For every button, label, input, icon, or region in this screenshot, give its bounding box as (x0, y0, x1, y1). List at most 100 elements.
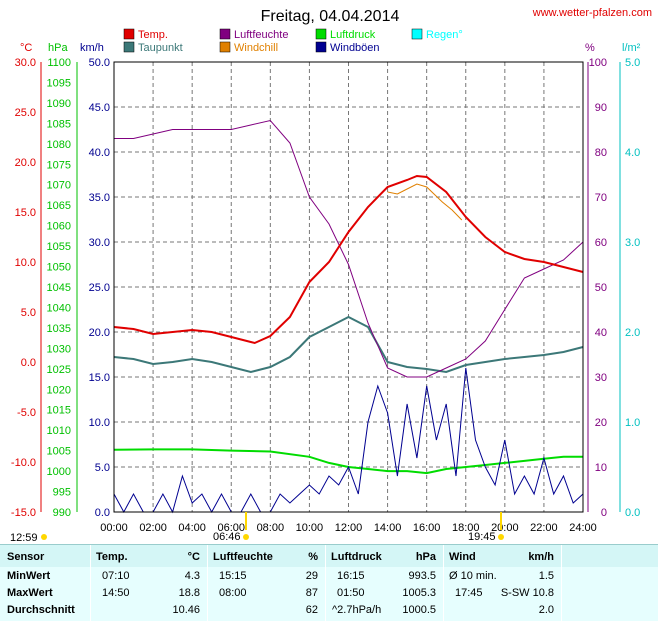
series-windböen (113, 367, 584, 514)
unit-temp: °C (20, 42, 32, 54)
rain-tick: 5.0 (625, 57, 640, 69)
row-pressure-trend: ^2.7hPa/h (332, 604, 382, 616)
rain-tick: 3.0 (625, 237, 640, 249)
row-temp-value: 4.3 (184, 570, 200, 582)
unit-pressure: hPa (48, 42, 68, 54)
pressure-tick: 1060 (47, 221, 71, 233)
rain-tick: 4.0 (625, 147, 640, 159)
col-sep (443, 545, 444, 621)
row-humidity-time: 08:00 (219, 587, 247, 599)
time-tick: 14:00 (374, 522, 402, 534)
time-tick: 18:00 (452, 522, 480, 534)
temp-tick: -10.0 (11, 457, 36, 469)
sunrise-time: 06:46 (213, 531, 241, 543)
row-pressure-time: 16:15 (337, 570, 365, 582)
col-sep (207, 545, 208, 621)
time-tick: 16:00 (413, 522, 441, 534)
wind-tick: 40.0 (89, 147, 110, 159)
time-tick: 10:00 (296, 522, 324, 534)
humidity-tick: 80 (595, 147, 607, 159)
row-pressure-time: 01:50 (337, 587, 365, 599)
humidity-tick: 40 (595, 327, 607, 339)
series-luftdruck (113, 448, 583, 475)
wind-tick: 15.0 (89, 372, 110, 384)
row-humidity-value: 87 (305, 587, 318, 599)
time-tick: 06:00 (217, 522, 245, 534)
pressure-tick: 1085 (47, 118, 71, 130)
weather-chart: Freitag, 04.04.2014 www.wetter-pfalzen.c… (10, 7, 652, 544)
hdr-sensor: Sensor (7, 551, 45, 563)
wind-tick: 25.0 (89, 282, 110, 294)
temp-tick: 0.0 (21, 357, 36, 369)
row-temp-time: 07:10 (102, 570, 130, 582)
humidity-tick: 60 (595, 237, 607, 249)
temp-tick: 30.0 (15, 57, 36, 69)
temp-tick: 10.0 (15, 257, 36, 269)
stats-header-row (0, 545, 658, 567)
site-link[interactable]: www.wetter-pfalzen.com (532, 7, 652, 19)
row-wind-time: Ø 10 min. (449, 570, 497, 582)
humidity-tick: 0 (601, 507, 607, 519)
chart-title: Freitag, 04.04.2014 (261, 8, 400, 25)
legend-label: Windchill (234, 42, 278, 54)
stats-table: Sensor Temp. °C Luftfeuchte % Luftdruck … (0, 544, 658, 621)
row-temp-value: 10.46 (172, 604, 200, 616)
pressure-tick: 1050 (47, 262, 71, 274)
pressure-tick: 1010 (47, 425, 71, 437)
temp-tick: -15.0 (11, 507, 36, 519)
humidity-tick: 90 (595, 102, 607, 114)
temp-tick: -5.0 (17, 407, 36, 419)
col-sep (90, 545, 91, 621)
hdr-temp-unit: °C (187, 551, 200, 563)
pressure-tick: 1090 (47, 98, 71, 110)
axis-labels: 30.0 25.0 20.0 15.0 10.0 5.0 0.0 -5.0 -10.0 -15.0… (11, 57, 640, 534)
time-tick: 02:00 (139, 522, 167, 534)
legend-swatch (123, 28, 135, 40)
row-label: Durchschnitt (7, 604, 75, 616)
humidity-tick: 10 (595, 462, 607, 474)
row-humidity-value: 62 (305, 604, 318, 616)
hdr-wind: Wind (449, 551, 476, 563)
series-taupunkt (113, 315, 584, 374)
row-humidity-value: 29 (305, 570, 318, 582)
row-temp-value: 18.8 (178, 587, 200, 599)
legend-label: Luftfeuchte (234, 29, 288, 41)
series-temp (113, 174, 584, 345)
humidity-tick: 70 (595, 192, 607, 204)
pressure-tick: 1020 (47, 384, 71, 396)
humidity-tick: 50 (595, 282, 607, 294)
time-tick: 24:00 (569, 522, 597, 534)
time-tick: 22:00 (530, 522, 558, 534)
col-sep (325, 545, 326, 621)
wind-tick: 35.0 (89, 192, 110, 204)
plot-frame (113, 61, 584, 513)
pressure-tick: 1035 (47, 323, 71, 335)
time-tick: 20:00 (491, 522, 519, 534)
wind-tick: 50.0 (89, 57, 110, 69)
rain-tick: 2.0 (625, 327, 640, 339)
pressure-tick: 1080 (47, 139, 71, 151)
time-tick: 04:00 (178, 522, 206, 534)
pressure-tick: 1025 (47, 364, 71, 376)
legend-swatch (123, 41, 135, 53)
pressure-tick: 1100 (47, 57, 71, 69)
hdr-humidity: Luftfeuchte (213, 551, 273, 563)
row-wind-value: 1.5 (538, 570, 554, 582)
row-pressure-value: 993.5 (408, 570, 436, 582)
humidity-tick: 100 (589, 57, 607, 69)
grid (114, 62, 583, 512)
pressure-tick: 995 (53, 487, 71, 499)
sunset-icon (498, 534, 504, 540)
hdr-pressure: Luftdruck (331, 551, 382, 563)
sun-icon-left (41, 534, 47, 540)
wind-tick: 5.0 (95, 462, 110, 474)
pressure-tick: 1075 (47, 159, 71, 171)
wind-tick: 45.0 (89, 102, 110, 114)
pressure-tick: 1055 (47, 241, 71, 253)
temp-tick: 15.0 (15, 207, 36, 219)
legend-label: Luftdruck (330, 29, 376, 41)
row-wind-time: 17:45 (455, 587, 483, 599)
hdr-wind-unit: km/h (528, 551, 554, 563)
pressure-tick: 1005 (47, 446, 71, 458)
